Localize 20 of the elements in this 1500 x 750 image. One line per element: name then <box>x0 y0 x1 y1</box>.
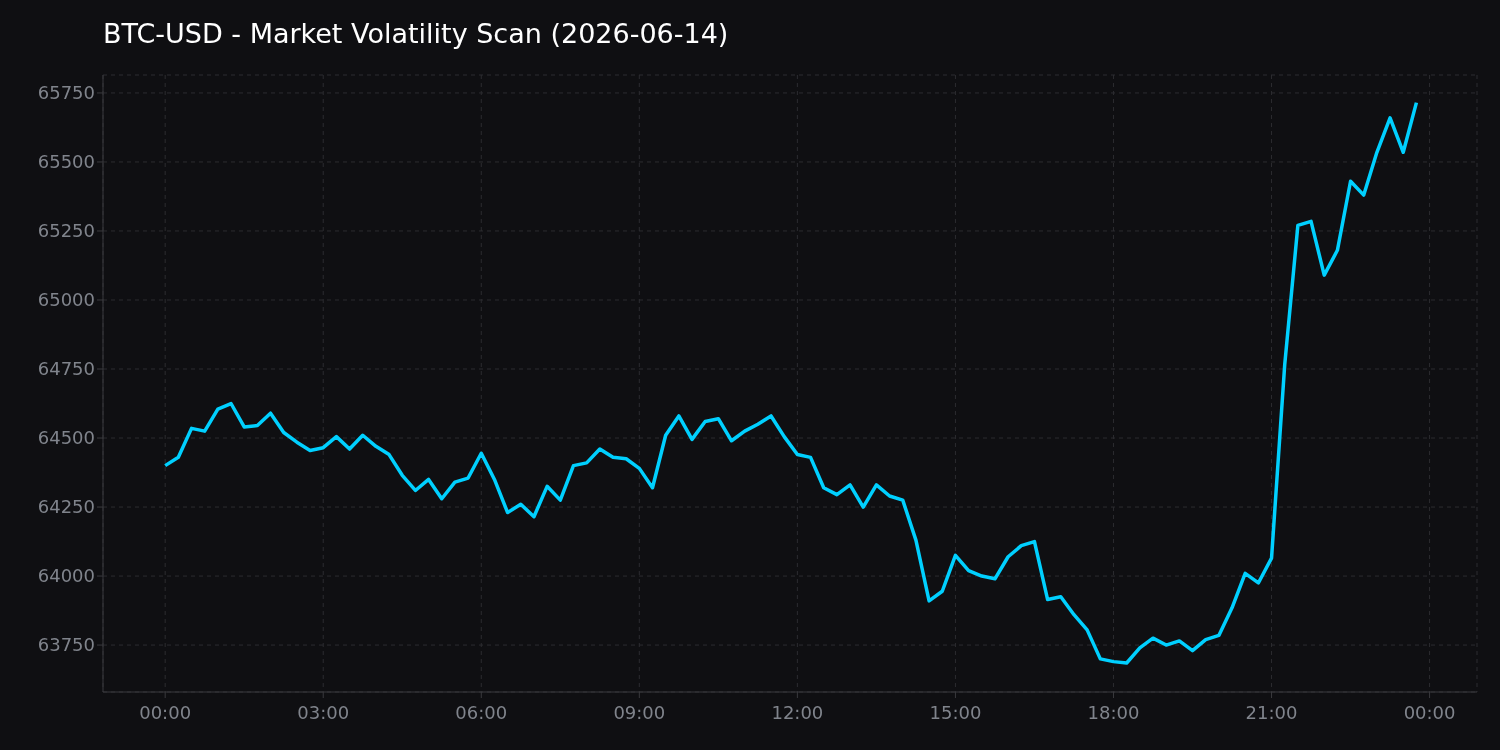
x-tick-label: 00:00 <box>139 701 192 723</box>
x-tick-label: 15:00 <box>929 701 982 723</box>
y-tick-label: 64750 <box>37 358 95 380</box>
chart-title: BTC-USD - Market Volatility Scan (2026-06-14) <box>103 18 729 49</box>
line-series <box>163 100 1419 665</box>
x-tick-label: 00:00 <box>1403 701 1456 723</box>
y-tick-label: 63750 <box>37 634 95 656</box>
y-tick-label: 65250 <box>37 220 95 242</box>
y-tick-label: 64000 <box>37 565 95 587</box>
y-tick-label: 64250 <box>37 496 95 518</box>
y-tick-label: 64500 <box>37 427 95 449</box>
x-tick-label: 12:00 <box>771 701 824 723</box>
y-tick-label: 65000 <box>37 289 95 311</box>
y-tick-label: 65500 <box>37 151 95 173</box>
x-tick-label: 06:00 <box>455 701 508 723</box>
x-tick-label: 03:00 <box>297 701 350 723</box>
x-tick-label: 21:00 <box>1245 701 1298 723</box>
x-tick-label: 18:00 <box>1087 701 1140 723</box>
x-tick-label: 09:00 <box>613 701 666 723</box>
y-tick-label: 65750 <box>37 82 95 104</box>
